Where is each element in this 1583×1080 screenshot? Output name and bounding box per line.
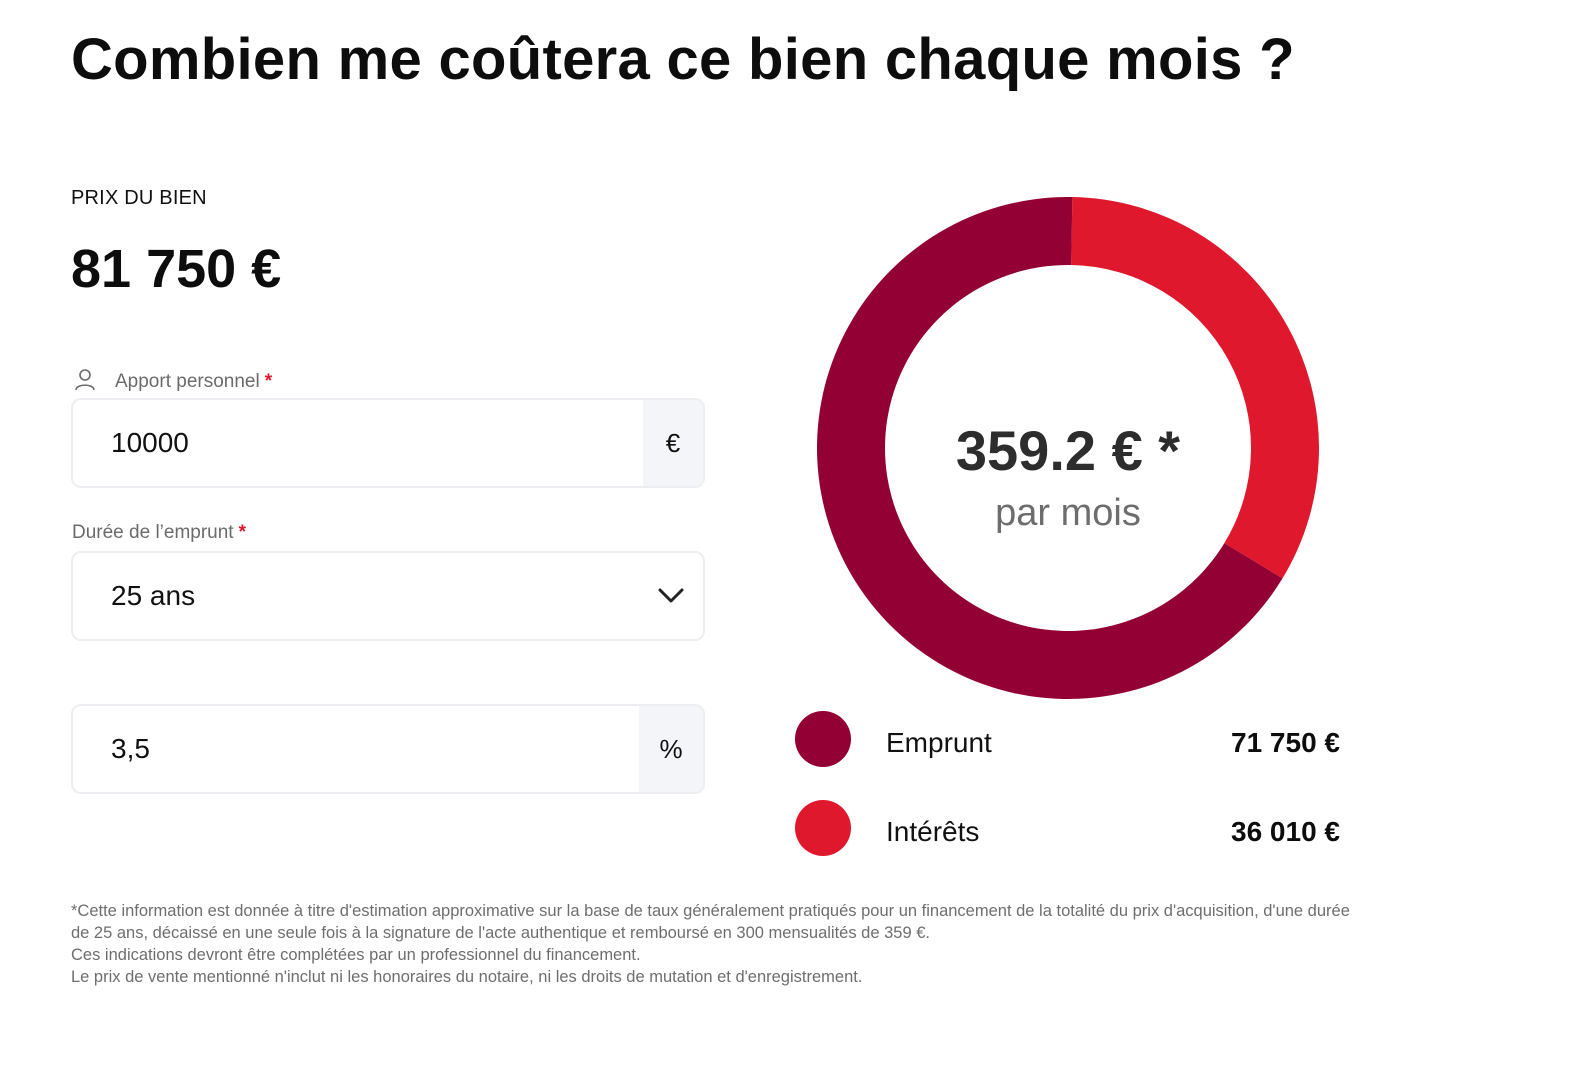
price-label: PRIX DU BIEN [71,187,207,209]
donut-slice-emprunt [817,197,1283,700]
legend-dot-emprunt [795,711,851,767]
price-value: 81 750 € [71,239,282,299]
required-mark: * [264,371,273,392]
disclaimer-line: Le prix de vente mentionné n'inclut ni l… [71,968,863,986]
duree-select[interactable]: 25 ans [71,551,705,641]
apport-input[interactable]: 10000 [111,427,189,458]
legend-value-interets: 36 010 € [1231,816,1340,847]
apport-label-text: Apport personnel [115,371,260,392]
legend-label-emprunt: Emprunt [886,727,992,758]
donut-slice-interets [1071,197,1319,579]
apport-currency-suffix: € [643,400,703,486]
loan-donut-chart [817,197,1319,700]
duree-label: Durée de l’emprunt * [72,522,246,544]
legend-dot-interets [795,800,851,856]
monthly-subtitle: par mois [995,492,1141,534]
chevron-down-icon[interactable] [657,585,685,605]
taux-input[interactable]: 3,5 [111,733,150,764]
page-title: Combien me coûtera ce bien chaque mois ? [71,27,1295,92]
legend-value-emprunt: 71 750 € [1231,727,1340,758]
required-mark: * [238,522,246,543]
taux-percent-suffix: % [639,706,703,792]
legend-label-interets: Intérêts [886,816,980,847]
apport-field[interactable]: 10000 € [71,398,705,488]
monthly-amount: 359.2 € * [955,419,1181,482]
disclaimer-line: Ces indications devront être complétées … [71,946,641,964]
disclaimer-line: *Cette information est donnée à titre d'… [71,902,1350,920]
apport-label: Apport personnel * [115,371,272,393]
duree-label-text: Durée de l’emprunt [72,522,234,543]
duree-selected-value: 25 ans [111,580,196,611]
disclaimer: *Cette information est donnée à titre d'… [71,900,1521,988]
disclaimer-line: de 25 ans, décaissé en une seule fois à … [71,924,930,942]
taux-field[interactable]: 3,5 % [71,704,705,794]
user-icon [75,369,95,391]
